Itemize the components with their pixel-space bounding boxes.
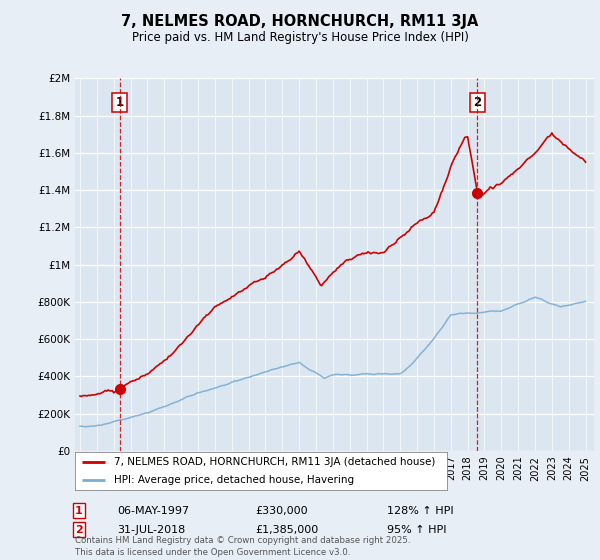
- Text: 31-JUL-2018: 31-JUL-2018: [117, 525, 185, 535]
- Text: HPI: Average price, detached house, Havering: HPI: Average price, detached house, Have…: [114, 475, 354, 485]
- Text: 2: 2: [75, 525, 83, 535]
- Text: 2: 2: [473, 96, 481, 109]
- Text: 1: 1: [75, 506, 83, 516]
- Text: 128% ↑ HPI: 128% ↑ HPI: [387, 506, 454, 516]
- Text: Contains HM Land Registry data © Crown copyright and database right 2025.
This d: Contains HM Land Registry data © Crown c…: [75, 536, 410, 557]
- Text: 06-MAY-1997: 06-MAY-1997: [117, 506, 189, 516]
- Text: 95% ↑ HPI: 95% ↑ HPI: [387, 525, 446, 535]
- Text: £1,385,000: £1,385,000: [255, 525, 318, 535]
- Text: 7, NELMES ROAD, HORNCHURCH, RM11 3JA: 7, NELMES ROAD, HORNCHURCH, RM11 3JA: [121, 14, 479, 29]
- Text: 1: 1: [116, 96, 124, 109]
- Text: 7, NELMES ROAD, HORNCHURCH, RM11 3JA (detached house): 7, NELMES ROAD, HORNCHURCH, RM11 3JA (de…: [114, 457, 436, 467]
- Text: Price paid vs. HM Land Registry's House Price Index (HPI): Price paid vs. HM Land Registry's House …: [131, 31, 469, 44]
- Text: £330,000: £330,000: [255, 506, 308, 516]
